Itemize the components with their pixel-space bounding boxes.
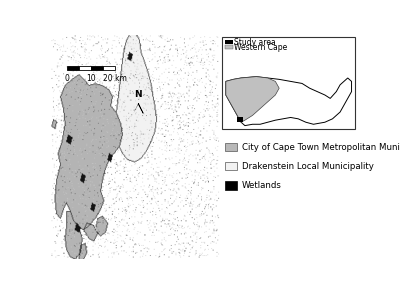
Polygon shape [134, 103, 138, 113]
Text: N: N [134, 90, 142, 99]
Text: City of Cape Town Metropolitan Municipality: City of Cape Town Metropolitan Municipal… [242, 143, 400, 152]
Bar [225, 181, 237, 189]
Bar [67, 65, 79, 70]
Polygon shape [138, 103, 143, 113]
Text: 0: 0 [65, 74, 70, 83]
Text: 10: 10 [86, 74, 96, 83]
Polygon shape [226, 77, 352, 126]
Bar [225, 162, 237, 171]
FancyBboxPatch shape [222, 37, 355, 129]
Bar [79, 65, 91, 70]
Text: Study area: Study area [234, 38, 276, 47]
Bar [103, 65, 115, 70]
Bar [225, 45, 233, 49]
Bar [225, 143, 237, 151]
Text: Western Cape: Western Cape [234, 42, 288, 52]
Text: Wetlands: Wetlands [242, 181, 282, 190]
Bar [225, 40, 233, 44]
Text: Drakenstein Local Municipality: Drakenstein Local Municipality [242, 162, 374, 171]
Text: 20 km: 20 km [103, 74, 127, 83]
Bar [91, 65, 103, 70]
Polygon shape [226, 77, 279, 122]
Bar [237, 117, 244, 122]
